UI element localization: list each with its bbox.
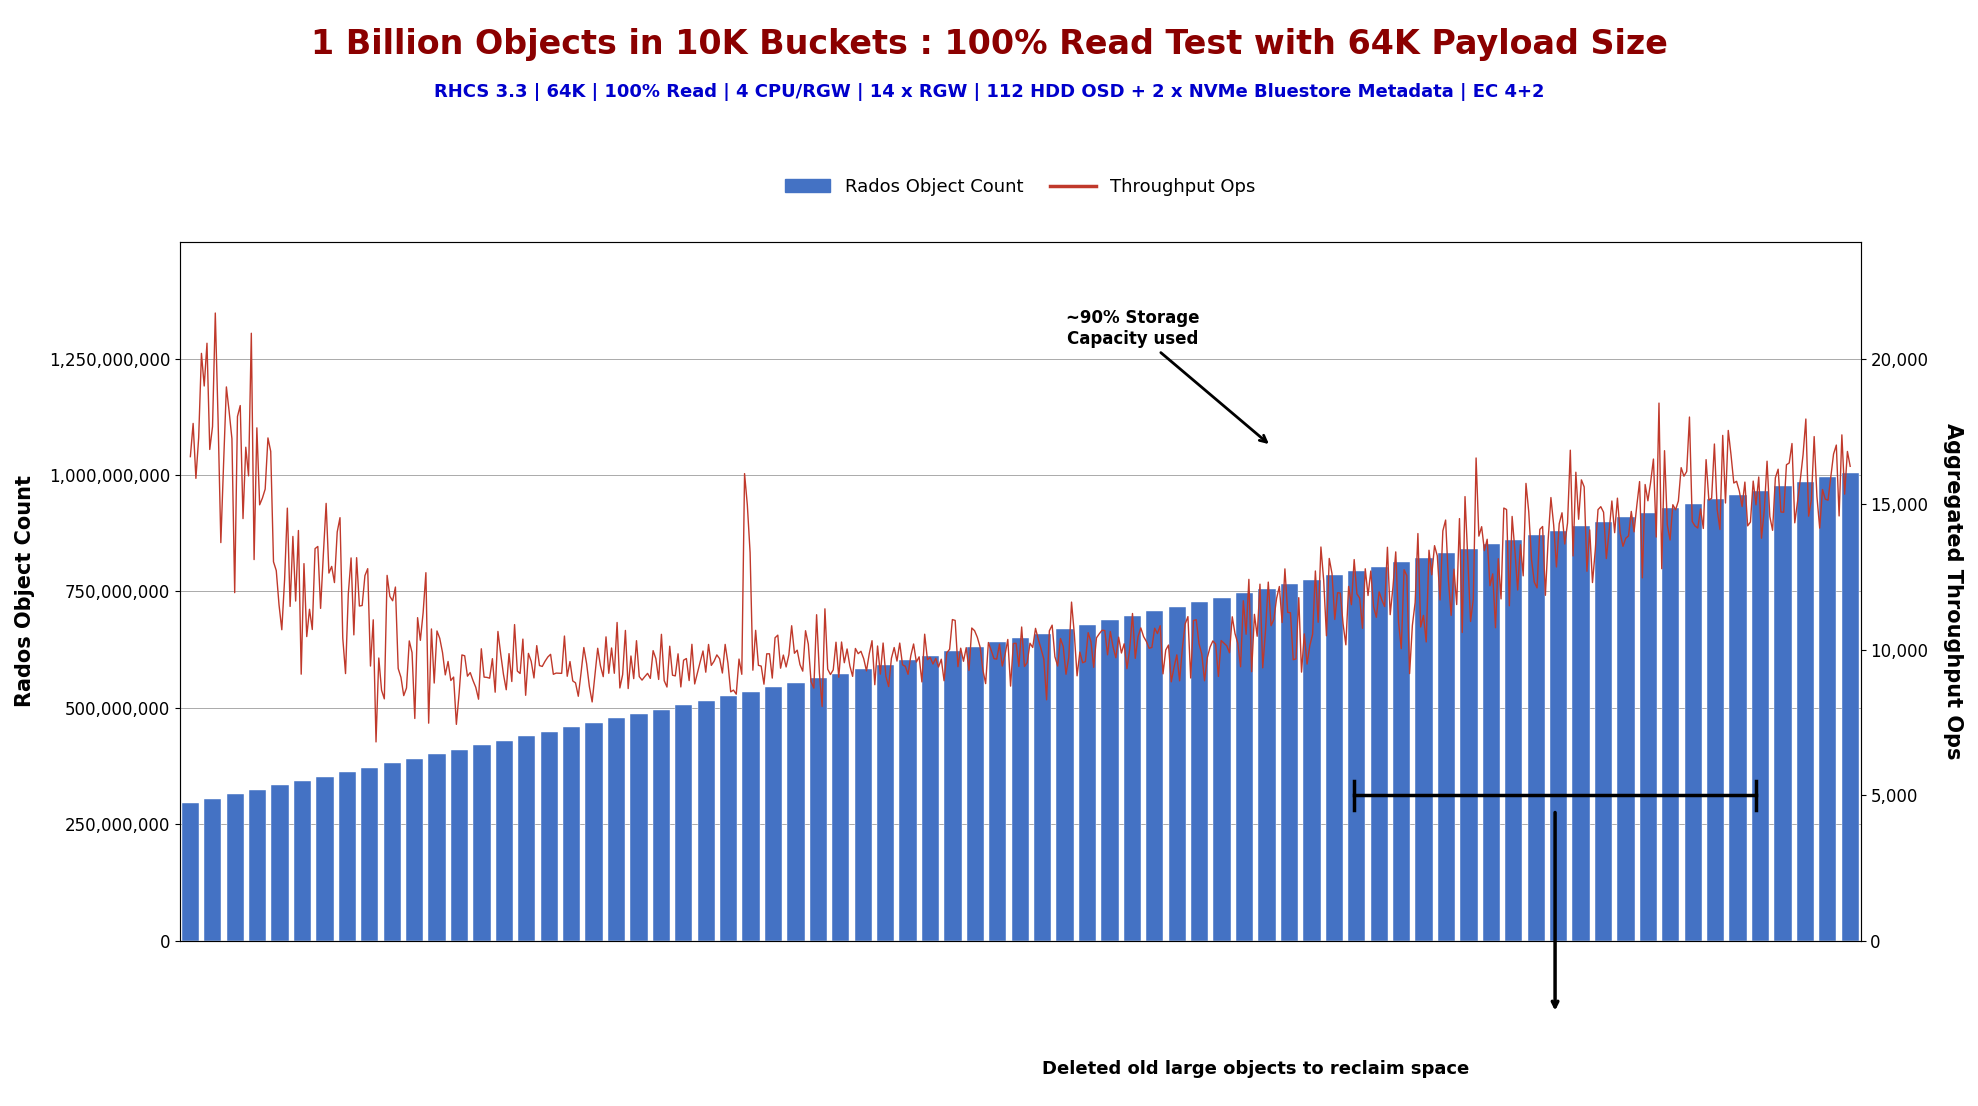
Bar [1169,607,1187,941]
Bar [1416,557,1432,941]
Bar [854,669,872,941]
Bar [585,723,603,941]
Bar [1729,495,1747,941]
Bar [1258,588,1276,941]
Y-axis label: Aggregated Throughput Ops: Aggregated Throughput Ops [1942,424,1962,760]
Bar [1145,612,1163,941]
Bar [1820,477,1836,941]
Bar [1011,638,1029,941]
Bar [518,737,536,941]
Bar [1393,562,1410,941]
Bar [1371,566,1389,941]
Bar [1282,584,1298,941]
Bar [1618,518,1634,941]
Bar [338,772,356,941]
Bar [271,785,289,941]
Legend: Rados Object Count, Throughput Ops: Rados Object Count, Throughput Ops [777,170,1262,204]
Bar [900,660,916,941]
Bar [295,781,311,941]
Bar [944,651,961,941]
Bar [1213,598,1230,941]
Bar [631,714,647,941]
Bar [1662,509,1679,941]
Bar [1796,481,1814,941]
Bar [564,728,580,941]
Bar [362,768,378,941]
Bar [1191,603,1209,941]
Bar [1573,526,1590,941]
Bar [204,799,222,941]
Bar [1685,504,1701,941]
Bar [876,665,894,941]
Bar [1842,472,1859,941]
Bar [316,776,334,941]
Bar [1304,580,1321,941]
Bar [1505,540,1523,941]
Bar [405,759,423,941]
Bar [227,794,243,941]
Bar [1460,549,1478,941]
Bar [1056,629,1074,941]
Bar [1594,522,1612,941]
Bar [384,763,402,941]
Bar [429,754,445,941]
Bar [742,691,760,941]
Bar [182,803,200,941]
Bar [1124,616,1141,941]
Bar [1102,620,1120,941]
Bar [1753,491,1768,941]
Bar [1484,544,1499,941]
Bar [765,687,781,941]
Bar [1707,500,1725,941]
Bar [698,700,714,941]
Text: ~90% Storage
Capacity used: ~90% Storage Capacity used [1066,310,1266,442]
Text: 1 Billion Objects in 10K Buckets : 100% Read Test with 64K Payload Size: 1 Billion Objects in 10K Buckets : 100% … [311,28,1667,61]
Text: Deleted old large objects to reclaim space: Deleted old large objects to reclaim spa… [1042,1061,1470,1078]
Bar [967,647,985,941]
Bar [1236,593,1254,941]
Bar [451,750,469,941]
Bar [922,656,940,941]
Bar [496,741,512,941]
Bar [674,705,692,941]
Text: RHCS 3.3 | 64K | 100% Read | 4 CPU/RGW | 14 x RGW | 112 HDD OSD + 2 x NVMe Blues: RHCS 3.3 | 64K | 100% Read | 4 CPU/RGW |… [433,83,1545,101]
Bar [1325,575,1343,941]
Bar [540,732,558,941]
Bar [809,678,827,941]
Bar [249,790,267,941]
Bar [720,696,738,941]
Bar [1438,553,1456,941]
Bar [473,745,491,941]
Bar [787,682,805,941]
Bar [1078,625,1096,941]
Bar [1551,531,1567,941]
Bar [1774,487,1792,941]
Bar [1527,535,1545,941]
Y-axis label: Rados Object Count: Rados Object Count [16,476,36,708]
Bar [1034,634,1052,941]
Bar [653,710,671,941]
Bar [833,674,849,941]
Bar [607,719,625,941]
Bar [1349,571,1365,941]
Bar [1640,513,1658,941]
Bar [989,643,1007,941]
